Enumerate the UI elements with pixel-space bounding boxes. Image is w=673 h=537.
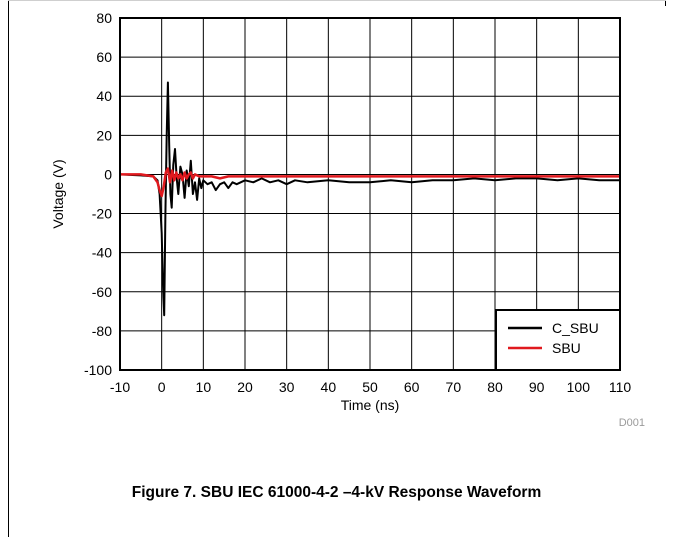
x-tick-label: 50 <box>362 379 378 395</box>
voltage-response-chart: -10 0 10 20 30 40 50 60 70 80 90 100 110806040200-20… <box>0 0 673 440</box>
y-tick-label: -20 <box>92 206 112 222</box>
x-tick-label: 70 <box>446 379 462 395</box>
y-tick-label: 20 <box>96 127 112 143</box>
x-tick-label: 20 <box>237 379 253 395</box>
y-tick-label: -40 <box>92 245 112 261</box>
x-tick-label: 100 <box>567 379 591 395</box>
y-tick-label: 80 <box>96 10 112 26</box>
y-tick-label: 60 <box>96 49 112 65</box>
figure-caption: Figure 7. SBU IEC 61000-4-2 –4-kV Respon… <box>0 484 673 502</box>
legend-label-c-sbu: C_SBU <box>552 320 599 336</box>
x-tick-label: 10 <box>196 379 212 395</box>
y-axis-label: Voltage (V) <box>50 159 66 228</box>
y-tick-label: 0 <box>104 166 112 182</box>
x-tick-label: -10 <box>110 379 130 395</box>
y-tick-label: 40 <box>96 88 112 104</box>
x-tick-label: 80 <box>487 379 503 395</box>
y-tick-label: -60 <box>92 284 112 300</box>
x-tick-label: 40 <box>321 379 337 395</box>
x-tick-label: 30 <box>279 379 295 395</box>
legend-label-sbu: SBU <box>552 340 581 356</box>
x-tick-label: 60 <box>404 379 420 395</box>
x-tick-label: 110 <box>609 379 632 395</box>
chart-legend: C_SBU SBU <box>496 310 620 370</box>
y-tick-label: -80 <box>92 323 112 339</box>
figure-tag: D001 <box>619 417 645 429</box>
x-tick-label: 90 <box>529 379 545 395</box>
y-tick-label: -100 <box>84 362 112 378</box>
x-axis-label: Time (ns) <box>341 397 400 413</box>
x-tick-label: 0 <box>158 379 166 395</box>
